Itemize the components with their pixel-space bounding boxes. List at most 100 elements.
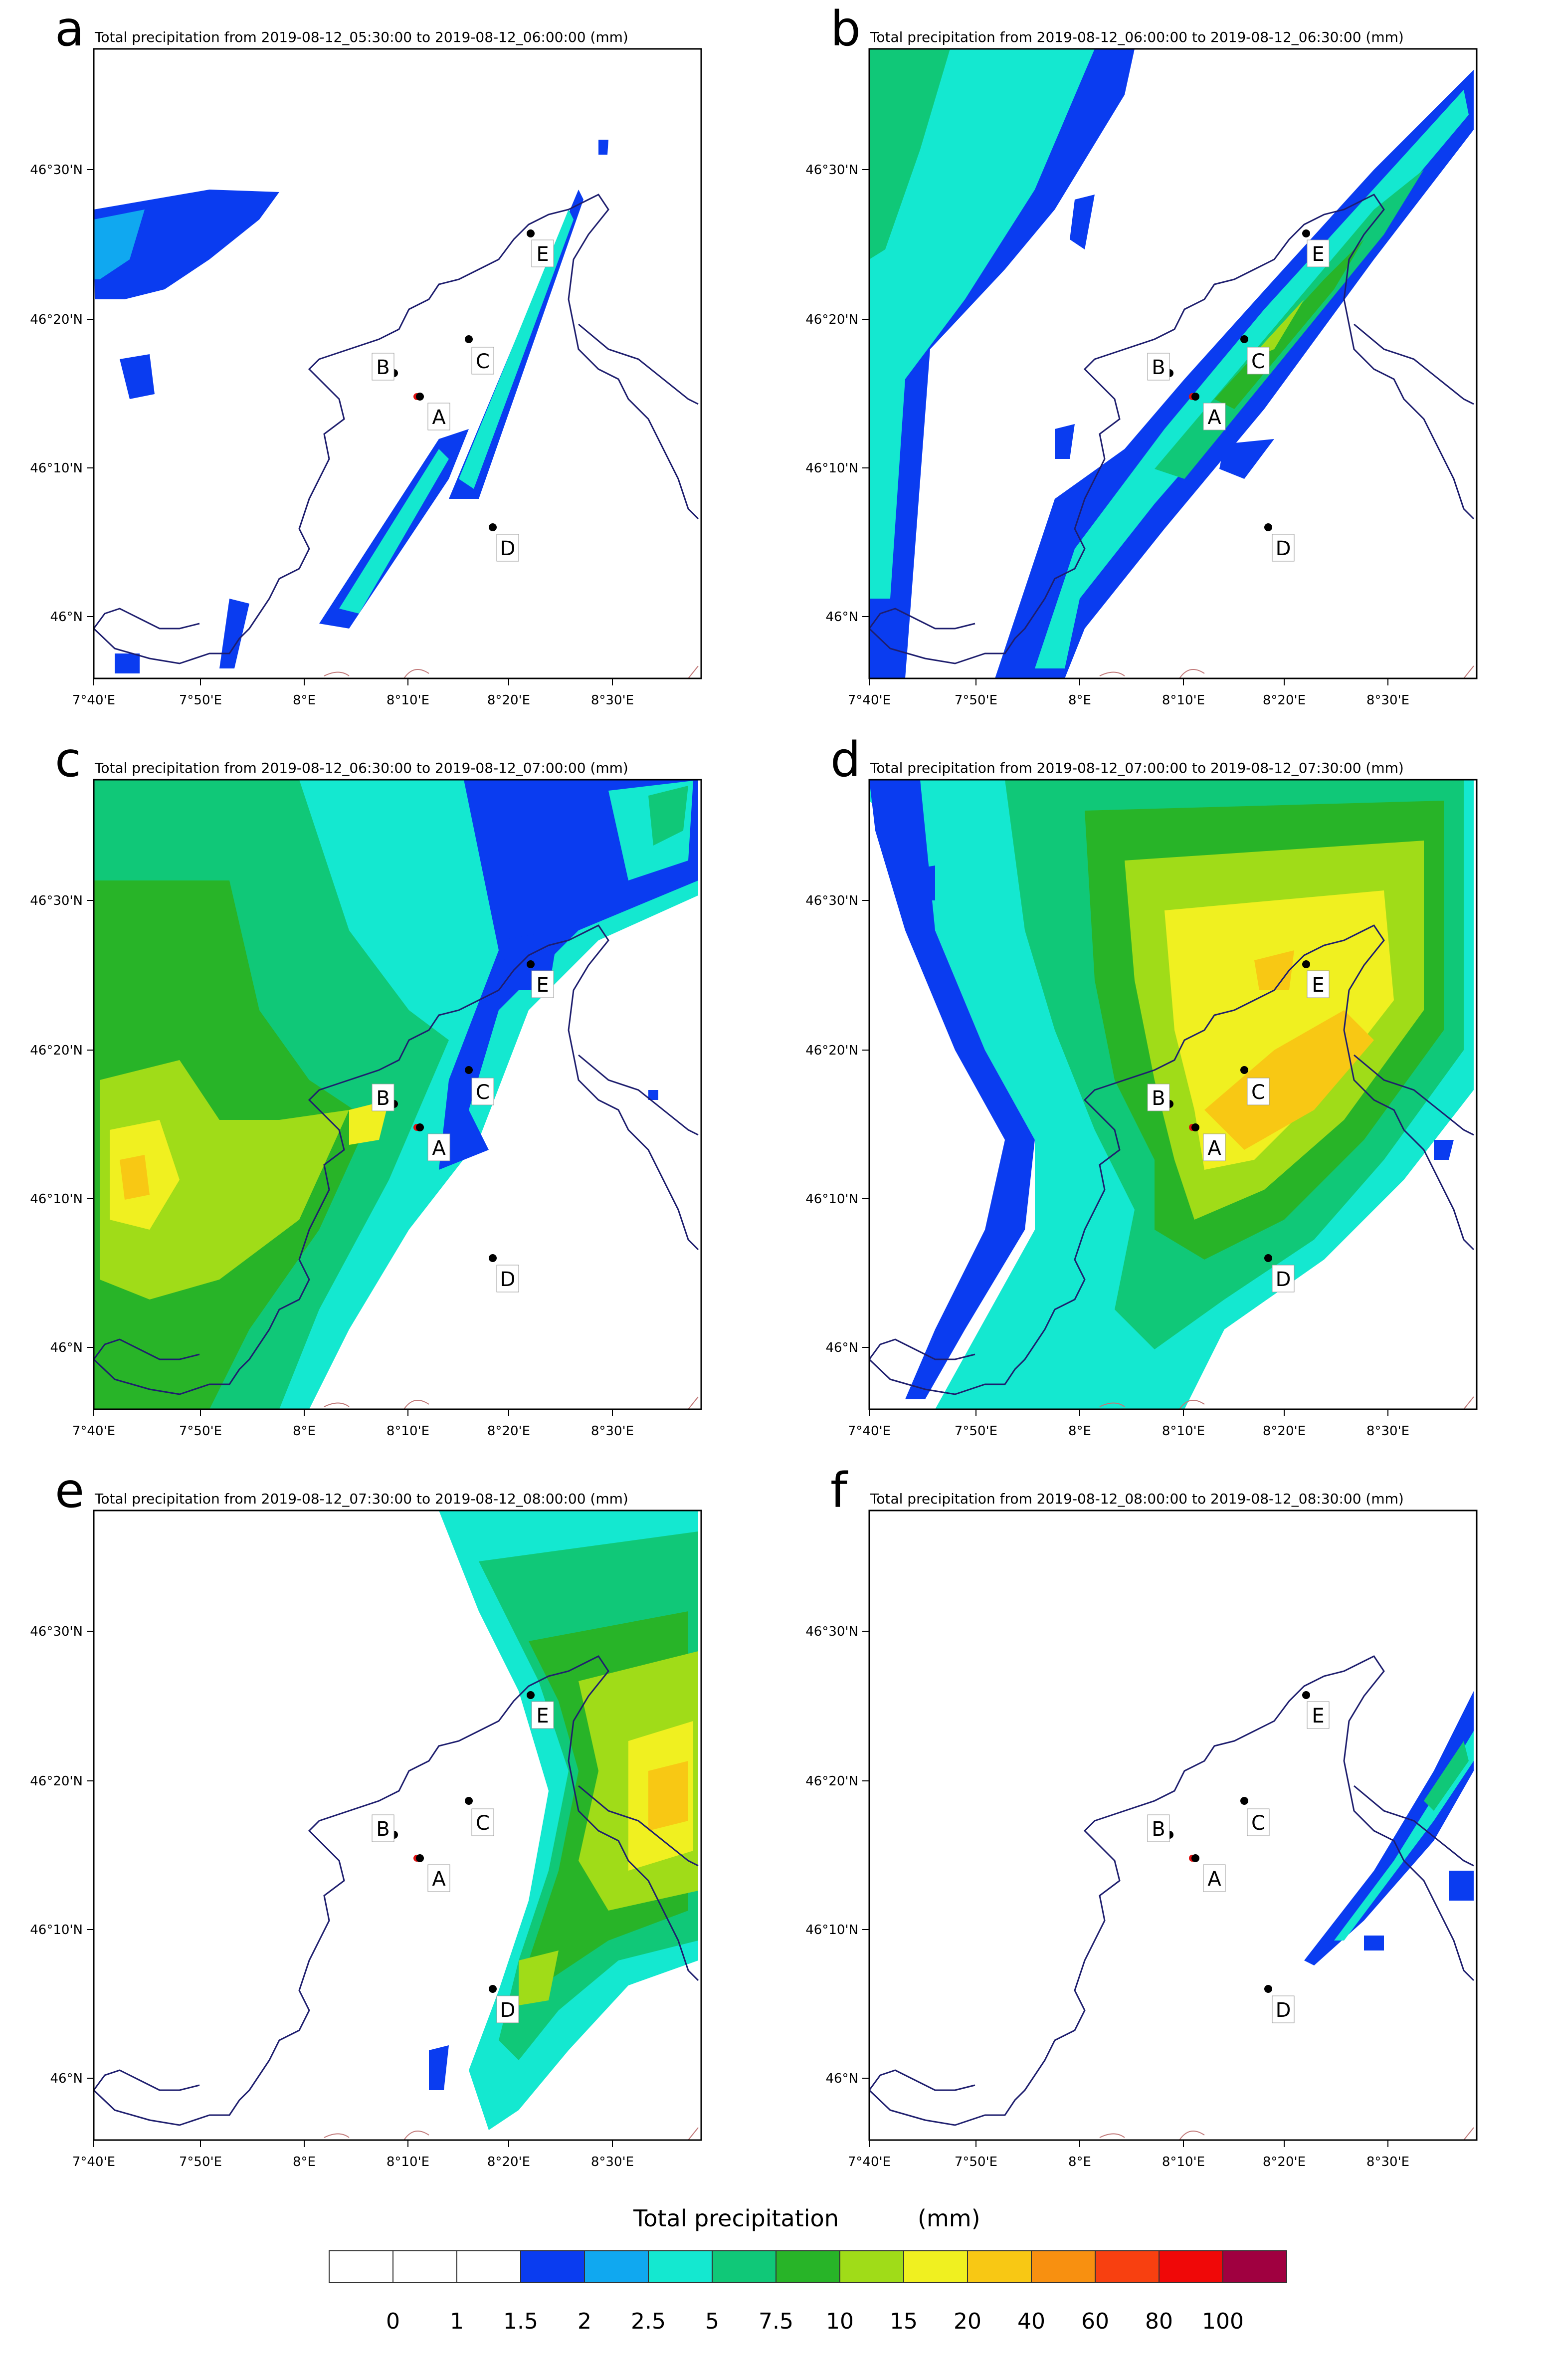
- precip-area: [648, 786, 688, 846]
- station-dot-D: [489, 1985, 497, 1993]
- station-label-box: [372, 353, 394, 381]
- map-panel-f: f Total precipitation from 2019-08-12_08:…: [776, 1462, 1551, 2192]
- station-label-C: C: [476, 1081, 490, 1104]
- station-dot-A: [416, 1123, 424, 1131]
- lat-tick-label: 46°10'N: [805, 461, 858, 476]
- station-dot-E: [527, 1691, 535, 1699]
- lat-tick-label: 46°N: [825, 610, 858, 625]
- station-dot-D: [1264, 1985, 1272, 1993]
- precip-area: [598, 140, 608, 155]
- station-label-box: [1307, 239, 1330, 267]
- lon-tick-label: 8°10'E: [387, 2155, 429, 2169]
- station-dot-E: [527, 229, 535, 237]
- lon-tick-label: 8°30'E: [591, 1424, 634, 1439]
- legend-unit: (mm): [918, 2205, 980, 2232]
- colorbar-label: 7.5: [759, 2309, 793, 2334]
- station-label-C: C: [1251, 1812, 1265, 1835]
- station-dot-A: [416, 1854, 424, 1862]
- panel-title: Total precipitation from 2019-08-12_08:0…: [870, 1491, 1404, 1507]
- lat-tick-label: 46°20'N: [30, 1774, 83, 1789]
- map-panel-b: b Total precipitation from 2019-08-12_06:…: [776, 0, 1551, 731]
- station-dot-D: [1264, 1254, 1272, 1262]
- station-label-box: [427, 403, 450, 431]
- station-label-box: [471, 1078, 494, 1105]
- station-label-box: [1203, 1864, 1226, 1892]
- colorbar-label: 20: [954, 2309, 981, 2334]
- station-dot-D: [489, 1254, 497, 1262]
- station-label-B: B: [376, 1087, 389, 1110]
- station-label-box: [1147, 353, 1170, 381]
- station-label-box: [1307, 1701, 1330, 1729]
- border-line: [869, 924, 1475, 1395]
- lon-tick-label: 8°E: [1068, 2155, 1091, 2169]
- station-label-D: D: [1276, 537, 1291, 560]
- precip-area: [429, 2045, 449, 2090]
- colorbar-swatch: [584, 2250, 649, 2283]
- colorbar-label: 2.5: [631, 2309, 666, 2334]
- station-label-B: B: [1152, 1818, 1165, 1841]
- lon-tick-label: 7°40'E: [72, 693, 115, 708]
- precip-area: [1304, 1691, 1474, 1965]
- lon-tick-label: 7°40'E: [72, 1424, 115, 1439]
- lon-tick-label: 7°40'E: [848, 693, 891, 708]
- colorbar-swatch: [967, 2250, 1032, 2283]
- map-frame: [93, 1510, 702, 2141]
- precip-area: [648, 1761, 688, 1831]
- colorbar-swatch: [329, 2250, 393, 2283]
- map-panel-c: c Total precipitation from 2019-08-12_06:…: [0, 731, 776, 1462]
- station-label-box: [1147, 1814, 1170, 1842]
- station-label-box: [531, 239, 554, 267]
- station-dot-C: [1240, 335, 1248, 343]
- precip-area: [1249, 299, 1304, 359]
- lon-tick-label: 8°20'E: [1263, 1424, 1306, 1439]
- station-label-box: [471, 1808, 494, 1836]
- lon-tick-label: 7°50'E: [179, 2155, 222, 2169]
- colorbar-label: 80: [1145, 2309, 1173, 2334]
- lat-tick-label: 46°N: [50, 1340, 83, 1355]
- station-label-E: E: [1312, 1705, 1324, 1728]
- colorbar-label: 40: [1017, 2309, 1045, 2334]
- precipitation-map: 46°30'N 46°20'N 46°10'N 46°N 7°40'E 7°50'E 8°E…: [30, 1510, 702, 2169]
- colorbar-swatch: [712, 2250, 776, 2283]
- station-label-D: D: [500, 537, 516, 560]
- lat-tick-label: 46°10'N: [805, 1923, 858, 1938]
- panel-letter: d: [830, 732, 861, 788]
- precip-area: [120, 354, 155, 399]
- station-dot-E: [1302, 1691, 1310, 1699]
- station-label-A: A: [1207, 1868, 1221, 1891]
- station-dot-A: [1191, 1123, 1199, 1131]
- lat-tick-label: 46°30'N: [30, 1624, 83, 1639]
- lon-tick-label: 8°10'E: [387, 693, 429, 708]
- lat-tick-label: 46°N: [50, 2071, 83, 2086]
- lat-tick-label: 46°30'N: [30, 893, 83, 908]
- precip-area: [339, 449, 449, 614]
- station-label-box: [1247, 1808, 1270, 1836]
- precip-area: [1494, 1060, 1504, 1075]
- station-label-box: [1247, 1078, 1270, 1105]
- lon-tick-label: 7°40'E: [848, 1424, 891, 1439]
- precip-area: [115, 653, 140, 673]
- precip-area: [1424, 1741, 1469, 1811]
- station-label-B: B: [376, 1818, 389, 1841]
- lon-tick-label: 8°20'E: [487, 693, 530, 708]
- colorbar-label: 100: [1202, 2309, 1244, 2334]
- colorbar-swatch: [648, 2250, 713, 2283]
- precip-area: [459, 210, 574, 489]
- lat-tick-label: 46°20'N: [805, 1043, 858, 1058]
- station-label-B: B: [376, 356, 389, 379]
- border-line: [869, 1655, 1475, 2126]
- precip-area: [1519, 185, 1529, 200]
- map-frame: [93, 779, 702, 1410]
- station-label-C: C: [476, 1812, 490, 1835]
- colorbar-swatch: [839, 2250, 904, 2283]
- precip-area: [869, 780, 1035, 1399]
- border-line: [94, 194, 699, 664]
- lon-tick-label: 7°50'E: [955, 693, 997, 708]
- precip-area: [1434, 1140, 1454, 1160]
- station-dot-D: [1264, 523, 1272, 531]
- colorbar-swatch: [520, 2250, 585, 2283]
- lon-tick-label: 7°50'E: [179, 693, 222, 708]
- station-label-C: C: [1251, 1081, 1265, 1104]
- lon-tick-label: 8°10'E: [1162, 2155, 1205, 2169]
- lon-tick-label: 8°30'E: [1366, 693, 1409, 708]
